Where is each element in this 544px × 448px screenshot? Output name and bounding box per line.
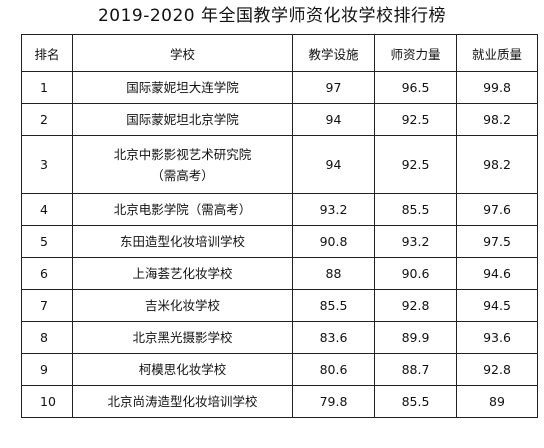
employment-cell: 97.5: [456, 225, 538, 258]
table-row: 1 国际蒙妮坦大连学院 97 96.5 99.8: [21, 71, 538, 104]
header-faculty: 师资力量: [374, 34, 457, 72]
school-name: 东田造型化妆培训学校: [119, 234, 245, 249]
header-teaching: 教学设施: [292, 34, 375, 72]
teaching-cell: 90.8: [292, 225, 375, 258]
employment-cell: 98.2: [456, 135, 538, 194]
school-cell: 国际蒙妮坦大连学院: [72, 71, 293, 104]
school-name: 柯模思化妆学校: [138, 362, 227, 377]
employment-cell: 92.8: [456, 353, 538, 386]
header-school: 学校: [72, 34, 293, 72]
rank-cell: 9: [21, 353, 73, 386]
table-row: 4 北京电影学院（需高考） 93.2 85.5 97.6: [21, 193, 538, 226]
teaching-cell: 80.6: [292, 353, 375, 386]
employment-cell: 89: [456, 385, 538, 418]
teaching-cell: 79.8: [292, 385, 375, 418]
rank-cell: 7: [21, 289, 73, 322]
header-rank: 排名: [21, 34, 73, 72]
school-cell: 柯模思化妆学校: [72, 353, 293, 386]
table-row: 8 北京黑光摄影学校 83.6 89.9 93.6: [21, 321, 538, 354]
school-name: 国际蒙妮坦北京学院: [126, 112, 239, 127]
page-title: 2019-2020 年全国教学师资化妆学校排行榜: [97, 6, 447, 26]
table-row: 10 北京尚涛造型化妆培训学校 79.8 85.5 89: [21, 385, 538, 418]
table-row: 5 东田造型化妆培训学校 90.8 93.2 97.5: [21, 225, 538, 258]
school-cell: 国际蒙妮坦北京学院: [72, 103, 293, 136]
school-name: 北京黑光摄影学校: [132, 330, 233, 345]
school-name: 北京尚涛造型化妆培训学校: [107, 394, 258, 409]
school-note: （需高考）: [151, 167, 214, 183]
faculty-cell: 92.5: [374, 135, 457, 194]
faculty-cell: 90.6: [374, 257, 457, 290]
school-name: 北京中影影视艺术研究院: [113, 146, 252, 162]
employment-cell: 93.6: [456, 321, 538, 354]
employment-cell: 94.6: [456, 257, 538, 290]
rank-cell: 5: [21, 225, 73, 258]
school-name: 吉米化妆学校: [144, 298, 220, 313]
school-name: 国际蒙妮坦大连学院: [126, 80, 239, 95]
teaching-cell: 94: [292, 103, 375, 136]
teaching-cell: 83.6: [292, 321, 375, 354]
table-header-row: 排名 学校 教学设施 师资力量 就业质量: [21, 34, 538, 72]
rank-cell: 10: [21, 385, 73, 418]
rank-cell: 2: [21, 103, 73, 136]
employment-cell: 99.8: [456, 71, 538, 104]
teaching-cell: 94: [292, 135, 375, 194]
rank-cell: 1: [21, 71, 73, 104]
school-cell: 吉米化妆学校: [72, 289, 293, 322]
teaching-cell: 93.2: [292, 193, 375, 226]
table-row: 9 柯模思化妆学校 80.6 88.7 92.8: [21, 353, 538, 386]
faculty-cell: 96.5: [374, 71, 457, 104]
rank-cell: 6: [21, 257, 73, 290]
rank-cell: 3: [21, 135, 73, 194]
school-name: 上海荟艺化妆学校: [132, 266, 233, 281]
faculty-cell: 85.5: [374, 385, 457, 418]
ranking-table: 排名 学校 教学设施 师资力量 就业质量 1 国际蒙妮坦大连学院 97 96.5…: [21, 34, 538, 418]
faculty-cell: 92.5: [374, 103, 457, 136]
employment-cell: 98.2: [456, 103, 538, 136]
school-cell: 北京黑光摄影学校: [72, 321, 293, 354]
employment-cell: 94.5: [456, 289, 538, 322]
rank-cell: 8: [21, 321, 73, 354]
employment-cell: 97.6: [456, 193, 538, 226]
school-cell: 东田造型化妆培训学校: [72, 225, 293, 258]
school-cell: 上海荟艺化妆学校: [72, 257, 293, 290]
faculty-cell: 92.8: [374, 289, 457, 322]
teaching-cell: 88: [292, 257, 375, 290]
teaching-cell: 97: [292, 71, 375, 104]
school-cell: 北京电影学院（需高考）: [72, 193, 293, 226]
faculty-cell: 88.7: [374, 353, 457, 386]
school-cell: 北京尚涛造型化妆培训学校: [72, 385, 293, 418]
teaching-cell: 85.5: [292, 289, 375, 322]
rank-cell: 4: [21, 193, 73, 226]
header-employment: 就业质量: [456, 34, 538, 72]
faculty-cell: 89.9: [374, 321, 457, 354]
table-row: 3 北京中影影视艺术研究院 （需高考） 94 92.5 98.2: [21, 135, 538, 194]
faculty-cell: 93.2: [374, 225, 457, 258]
faculty-cell: 85.5: [374, 193, 457, 226]
school-cell: 北京中影影视艺术研究院 （需高考）: [72, 135, 293, 194]
school-name: 北京电影学院（需高考）: [113, 202, 252, 217]
table-row: 2 国际蒙妮坦北京学院 94 92.5 98.2: [21, 103, 538, 136]
table-row: 7 吉米化妆学校 85.5 92.8 94.5: [21, 289, 538, 322]
table-row: 6 上海荟艺化妆学校 88 90.6 94.6: [21, 257, 538, 290]
